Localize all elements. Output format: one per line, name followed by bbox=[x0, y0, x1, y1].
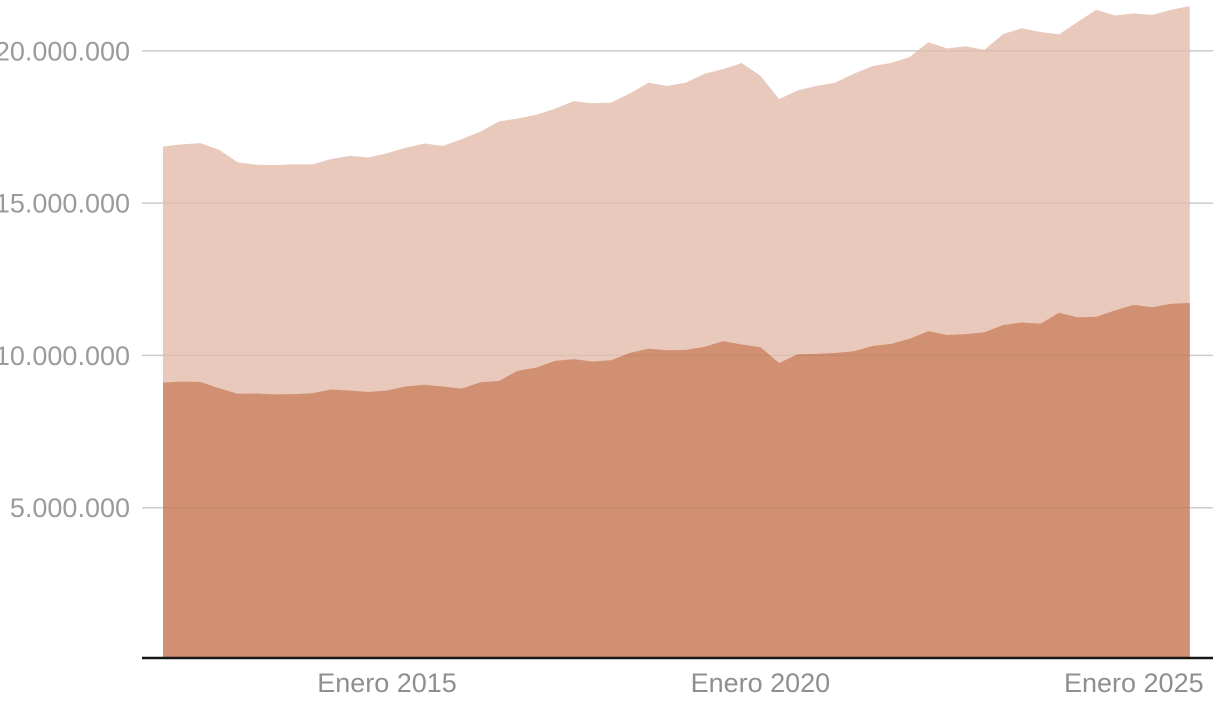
y-axis-label: 15.000.000 bbox=[0, 189, 130, 219]
y-axis-label: 10.000.000 bbox=[0, 341, 130, 371]
y-axis-label: 5.000.000 bbox=[10, 493, 130, 523]
x-axis-label: Enero 2015 bbox=[317, 668, 457, 698]
horizontal-gridlines-faint-overlay bbox=[142, 50, 1213, 509]
x-axis-tick-labels: Enero 2015 Enero 2020 Enero 2025 bbox=[317, 668, 1203, 698]
x-axis-label: Enero 2025 bbox=[1064, 668, 1204, 698]
area-series-dark bbox=[163, 303, 1190, 658]
y-axis-tick-labels: 5.000.000 10.000.000 15.000.000 20.000.000 bbox=[0, 36, 130, 523]
x-axis-label: Enero 2020 bbox=[691, 668, 831, 698]
y-axis-label: 20.000.000 bbox=[0, 36, 130, 66]
